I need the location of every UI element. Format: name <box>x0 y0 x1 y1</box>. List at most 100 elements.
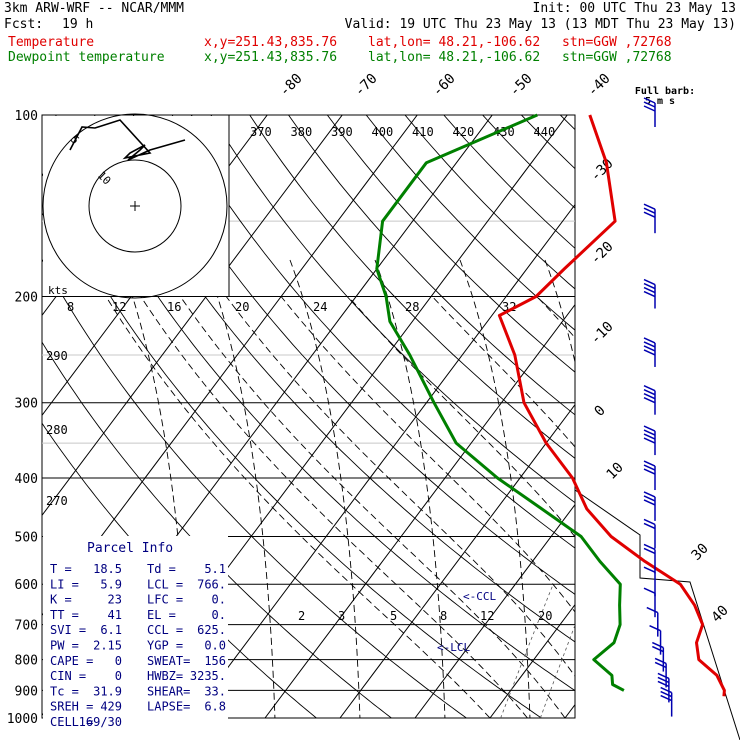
temperature-field-latlon: lat,lon= 48.21,-106.62 <box>368 35 541 50</box>
temperature-field-station: stn=GGW ,72768 <box>562 35 672 50</box>
parcel-info-label: LI = <box>50 577 79 591</box>
parcel-info-value: 429 <box>100 700 122 714</box>
valid-time: Valid: 19 UTC Thu 23 May 13 (13 MDT Thu … <box>344 17 736 32</box>
isotherm-line <box>715 115 740 718</box>
parcel-info-label: CELL = <box>50 715 93 729</box>
wind-barb-flag <box>643 101 656 108</box>
mixing-ratio-line <box>593 584 641 718</box>
theta-label: 380 <box>291 125 313 139</box>
wind-barb-flag <box>643 211 656 218</box>
wind-barb-flag <box>643 464 656 471</box>
wind-barb-flag <box>654 661 667 669</box>
theta-label: 390 <box>331 125 353 139</box>
wind-barb-flag <box>643 495 656 502</box>
parcel-info-label: SREH = <box>50 700 93 714</box>
wind-barb-flag <box>643 587 656 594</box>
temperature-field-xy: x,y=251.43,835.76 <box>204 35 338 50</box>
wind-barb-flag <box>643 460 656 467</box>
parcel-info-value: 31.9 <box>93 684 122 698</box>
dashed-curve <box>204 259 276 718</box>
parcel-info-value: 18.5 <box>93 562 122 576</box>
parcel-info-label: YGP = <box>147 639 183 653</box>
parcel-info-label: LAPSE= <box>147 700 190 714</box>
moist-adiabat <box>536 296 575 339</box>
wind-barb-flag <box>643 437 656 444</box>
wind-barb-flag <box>643 290 656 298</box>
saturated-adiabat-arcs <box>119 259 700 720</box>
dewpoint-field-station: stn=GGW ,72768 <box>562 50 672 65</box>
moist-adiabats <box>105 296 575 718</box>
parcel-info-label: LCL = <box>147 577 183 591</box>
wind-barb-flag <box>643 345 656 352</box>
wind-barb-flag <box>657 676 670 684</box>
wind-barb-flag <box>643 385 656 392</box>
theta-e-label: 12 <box>112 300 126 314</box>
dashed-curve <box>630 260 700 720</box>
wind-barb-flag <box>657 680 670 688</box>
wind-barb-flag <box>643 522 656 530</box>
parcel-info-value: 33. <box>204 684 226 698</box>
wind-barb-flag <box>652 645 664 653</box>
ccl-annotation: <-CCL <box>463 590 496 603</box>
parcel-info-label: PW = <box>50 639 79 653</box>
wind-barb-flag <box>652 641 664 649</box>
isotherm-label: 30 <box>689 541 712 564</box>
parcel-info-value: 0 <box>115 654 122 668</box>
theta-e-label: 8 <box>67 300 74 314</box>
wind-barb-flag <box>643 286 656 294</box>
isotherm-label: 10 <box>604 460 627 483</box>
mixing-ratio-label: 8 <box>440 609 447 623</box>
isotherm-line <box>489 603 575 718</box>
moist-adiabat <box>280 296 575 613</box>
moist-adiabat <box>225 296 575 678</box>
wind-barb-flag <box>649 624 661 632</box>
parcel-info-label: SVI = <box>50 623 86 637</box>
dashed-curve <box>289 259 361 718</box>
wind-barb-flag <box>654 657 667 665</box>
moist-adiabat <box>347 296 575 538</box>
barb-legend-title: Full barb: <box>635 86 695 97</box>
isotherm-line <box>42 115 343 517</box>
moist-adiabat <box>105 296 491 718</box>
wind-barb-flag <box>643 518 656 526</box>
dry-adiabat <box>716 115 740 731</box>
dry-adiabat <box>288 115 575 416</box>
theta-e-label: 16 <box>167 300 181 314</box>
pressure-tick-label: 900 <box>15 684 38 699</box>
pressure-tick-label: 700 <box>15 619 38 634</box>
dewpoint-curve <box>375 113 625 692</box>
theta-label: 280 <box>46 423 68 437</box>
theta-e-label: 20 <box>235 300 249 314</box>
parcel-info-label: TT = <box>50 608 79 622</box>
isotherm-line <box>414 503 575 718</box>
dashed-curve <box>459 259 531 718</box>
theta-e-label: 32 <box>502 300 516 314</box>
parcel-info-label: CCL = <box>147 623 183 637</box>
moist-adiabat <box>140 296 528 718</box>
wind-barb-flag <box>643 207 656 214</box>
dry-adiabat <box>171 115 575 549</box>
dashed-curve <box>544 259 575 365</box>
wind-barb-flag <box>643 425 656 432</box>
parcel-info-label: K = <box>50 593 72 607</box>
wind-barb-flag <box>643 97 656 104</box>
parcel-info-value: 156 <box>204 654 226 668</box>
isotherm-label: -40 <box>585 71 614 100</box>
wind-barb-flag <box>643 393 656 400</box>
hodograph-trace <box>69 119 186 161</box>
parcel-info-label: LFC = <box>147 593 183 607</box>
wind-barb-flag <box>643 491 656 498</box>
parcel-info-panel: Parcel Info T = 18.5 Td = 5.1 LI = 5.9 LCL = 766… <box>43 536 228 729</box>
pressure-tick-label: 400 <box>15 472 38 487</box>
mixing-ratio-line <box>690 584 732 718</box>
wind-barb-flag <box>643 341 656 348</box>
wind-barb-flag <box>646 606 659 614</box>
mixing-ratio-label: 5 <box>390 609 397 623</box>
mixing-ratio-label: 20 <box>538 609 552 623</box>
theta-label: 400 <box>372 125 394 139</box>
dry-adiabat <box>326 115 575 373</box>
isotherm-label: -60 <box>430 71 459 100</box>
mixing-ratio-line <box>540 624 575 718</box>
hodograph-units-label: kts <box>48 284 68 297</box>
